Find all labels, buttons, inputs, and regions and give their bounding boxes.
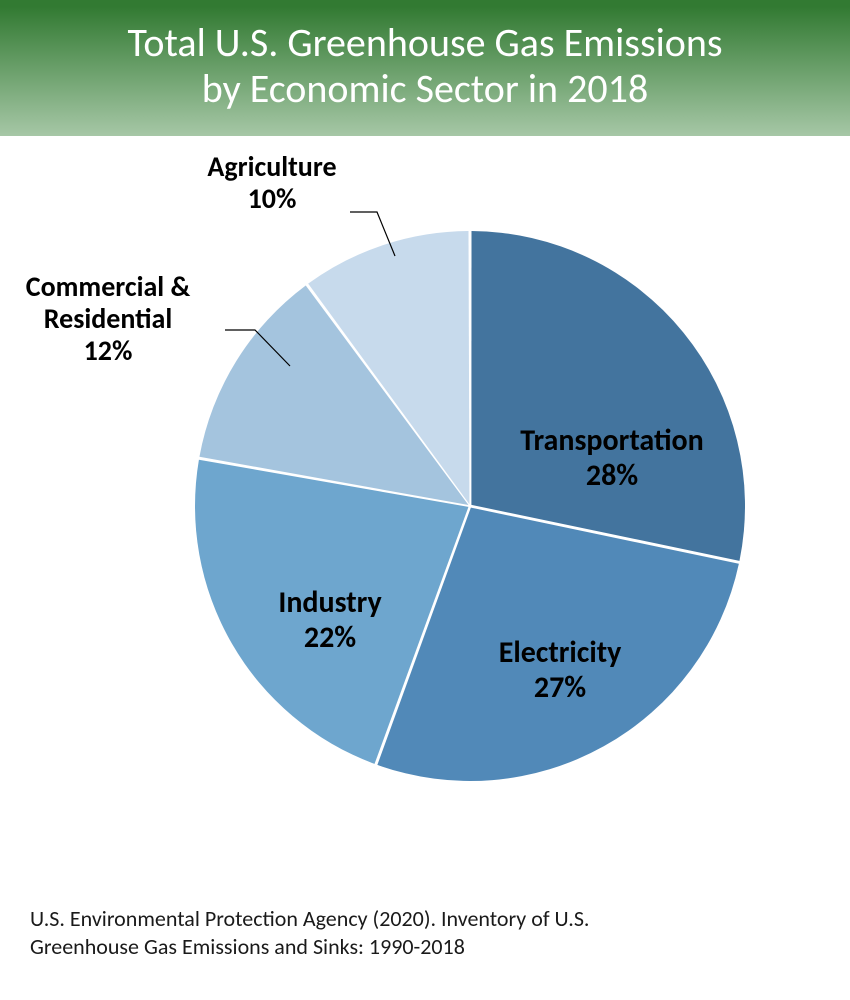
title-banner: Total U.S. Greenhouse Gas Emissions by E…: [0, 0, 850, 136]
title-line-1: Total U.S. Greenhouse Gas Emissions: [127, 18, 722, 67]
pie-slice: [471, 231, 745, 561]
pie-chart-svg: [0, 136, 850, 856]
slice-label: Electricity27%: [440, 636, 680, 705]
slice-label: Transportation28%: [492, 424, 732, 493]
pie-chart: Transportation28% Electricity27%Industry2…: [0, 136, 850, 856]
slice-label: Commercial &Residential12%: [8, 271, 208, 368]
citation-line-2: Greenhouse Gas Emissions and Sinks: 1990…: [30, 933, 465, 960]
title-line-2: by Economic Sector in 2018: [202, 64, 648, 113]
slice-label: Industry22%: [210, 586, 450, 655]
page-title: Total U.S. Greenhouse Gas Emissions by E…: [20, 20, 830, 112]
citation-line-1: U.S. Environmental Protection Agency (20…: [30, 905, 589, 932]
slice-label: Agriculture10%: [172, 151, 372, 215]
source-citation: U.S. Environmental Protection Agency (20…: [30, 905, 820, 960]
